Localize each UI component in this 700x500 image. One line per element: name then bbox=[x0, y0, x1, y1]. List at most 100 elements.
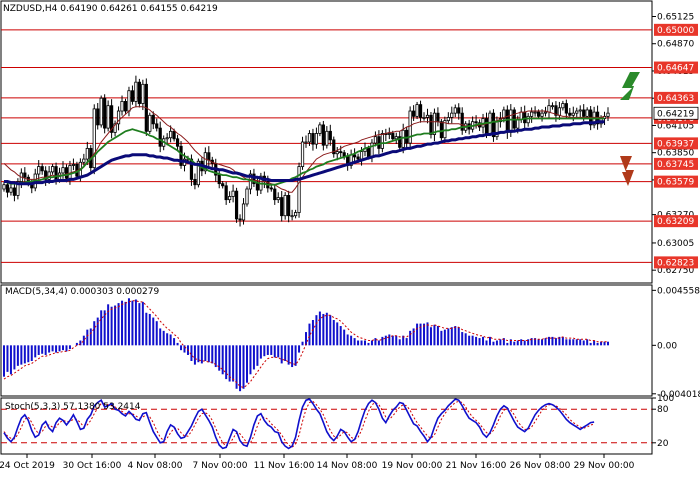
candle-body bbox=[5, 184, 10, 193]
stoch-axis-label: 100 bbox=[657, 394, 674, 404]
candle-body bbox=[321, 124, 325, 146]
price-axis-label: 0.62750 bbox=[657, 266, 694, 276]
candle-body bbox=[175, 138, 180, 147]
candle-body bbox=[443, 120, 447, 139]
candle-body bbox=[120, 101, 124, 112]
price-axis-label: 0.64870 bbox=[657, 40, 694, 50]
level-tag bbox=[654, 61, 698, 74]
candle-body bbox=[283, 195, 287, 217]
level-tag-label: 0.63579 bbox=[657, 178, 694, 188]
candle-body bbox=[103, 97, 107, 129]
candle-body bbox=[415, 104, 419, 117]
candle-body bbox=[148, 114, 152, 132]
candle-body bbox=[474, 121, 478, 124]
candle-body bbox=[335, 151, 339, 155]
candle-body bbox=[228, 196, 232, 201]
candle-body bbox=[436, 112, 440, 123]
candle-body bbox=[151, 114, 155, 125]
stoch-main-line bbox=[3, 398, 595, 450]
candle-body bbox=[64, 167, 69, 179]
candle-body bbox=[61, 167, 65, 174]
candle-body bbox=[193, 178, 197, 186]
candle-body bbox=[328, 130, 332, 141]
down-arrow-icon bbox=[620, 156, 634, 186]
candle-body bbox=[221, 183, 225, 187]
candle-body bbox=[373, 136, 378, 144]
candle-body bbox=[82, 158, 86, 163]
candle-body bbox=[526, 115, 530, 124]
candle-body bbox=[269, 187, 273, 190]
candle-body bbox=[16, 181, 20, 196]
candle-body bbox=[137, 81, 141, 104]
candle-body bbox=[96, 108, 100, 126]
candle-body bbox=[106, 105, 110, 129]
candle-body bbox=[231, 190, 235, 197]
candle-body bbox=[255, 183, 260, 191]
candle-body bbox=[155, 123, 159, 129]
price-axis-label: 0.63850 bbox=[657, 149, 694, 159]
candle-body bbox=[422, 117, 426, 119]
candle-body bbox=[127, 90, 131, 112]
candle-body bbox=[68, 165, 72, 179]
candle-body bbox=[377, 136, 381, 149]
candle-body bbox=[550, 105, 555, 108]
candle-body bbox=[339, 151, 343, 154]
candle-body bbox=[40, 166, 44, 172]
ma-line-1 bbox=[3, 106, 605, 193]
candle-body bbox=[304, 141, 308, 144]
level-tag bbox=[654, 23, 698, 36]
candle-body bbox=[290, 215, 294, 218]
candle-body bbox=[387, 133, 391, 135]
candle-body bbox=[356, 156, 360, 160]
candle-body bbox=[134, 81, 138, 102]
candle-body bbox=[318, 124, 322, 134]
level-tag-label: 0.65000 bbox=[657, 26, 694, 36]
ma-line-3 bbox=[4, 120, 605, 186]
candle-body bbox=[523, 111, 527, 124]
candle-body bbox=[196, 160, 200, 186]
candle-body bbox=[398, 136, 402, 148]
candle-body bbox=[547, 105, 551, 113]
candle-body bbox=[578, 109, 582, 112]
time-axis-label: 26 Nov 08:00 bbox=[510, 461, 571, 471]
candle-body bbox=[460, 112, 464, 131]
candle-body bbox=[252, 173, 256, 185]
level-tag-label: 0.64647 bbox=[657, 64, 694, 74]
candle-body bbox=[412, 110, 416, 117]
time-axis-label: 19 Nov 00:00 bbox=[382, 461, 443, 471]
current-price-tag bbox=[653, 106, 699, 120]
candle-body bbox=[293, 212, 298, 217]
level-tag bbox=[654, 215, 698, 228]
candle-body bbox=[432, 112, 437, 135]
candle-body bbox=[12, 187, 17, 196]
candle-body bbox=[606, 112, 610, 117]
level-tag bbox=[654, 137, 698, 150]
candle-body bbox=[564, 103, 568, 114]
ma-line-2 bbox=[3, 117, 605, 186]
candle-body bbox=[457, 107, 461, 114]
level-tag-label: 0.64363 bbox=[657, 94, 694, 104]
level-tag bbox=[654, 91, 698, 104]
candle-body bbox=[557, 107, 562, 116]
candle-body bbox=[297, 166, 301, 213]
candle-body bbox=[158, 127, 162, 147]
level-tag bbox=[654, 175, 698, 188]
main-frame bbox=[0, 0, 653, 284]
candle-body bbox=[207, 152, 211, 161]
candle-body bbox=[332, 139, 336, 155]
candle-body bbox=[172, 130, 176, 140]
level-tag-label: 0.63209 bbox=[657, 217, 694, 227]
time-axis: 24 Oct 2019 30 Oct 16:00 4 Nov 08:00 7 Nov … bbox=[0, 454, 635, 471]
candle-body bbox=[450, 112, 454, 118]
candle-body bbox=[540, 112, 544, 117]
price-pane: 0.651250.648700.646150.643600.641050.638… bbox=[0, 0, 699, 284]
candle-body bbox=[71, 164, 76, 166]
level-tag bbox=[654, 157, 698, 170]
candle-body bbox=[491, 112, 496, 138]
candle-body bbox=[536, 111, 541, 117]
macd-signal-line bbox=[3, 300, 608, 389]
macd-axis-label: 0.00 bbox=[657, 341, 677, 351]
candle-body bbox=[561, 103, 565, 109]
